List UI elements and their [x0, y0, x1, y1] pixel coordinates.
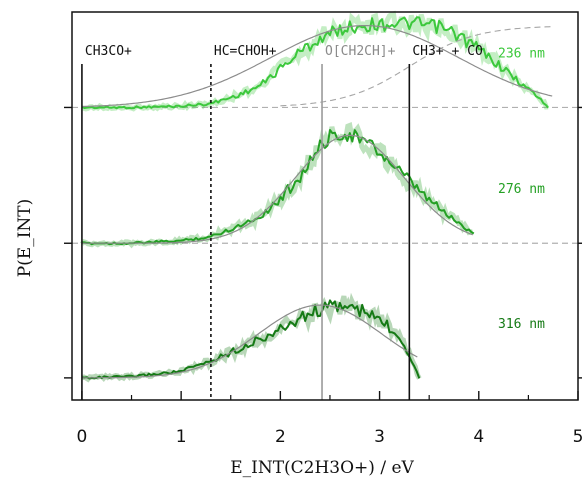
x-tick-label: 4 [473, 427, 484, 447]
annotation-label-2: O[CH2CH]+ [325, 44, 396, 59]
x-tick-label: 1 [176, 427, 187, 447]
series-line-236-nm [81, 16, 549, 110]
x-tick-label: 2 [275, 427, 286, 447]
plot-layer [72, 10, 578, 383]
x-tick-label: 0 [77, 427, 88, 447]
x-tick-label: 5 [573, 427, 582, 447]
fit-curve-316-nm [81, 304, 418, 379]
annotation-layer: CH3CO+ HC=CHOH+ O[CH2CH]+ CH3+ + CO [81, 44, 483, 400]
axis-layer: 236 nm 276 nm 316 nm 0 1 2 3 4 5 [64, 11, 582, 447]
plot-frame [71, 11, 579, 401]
series-label-2: 316 nm [498, 317, 545, 332]
fit-curve-276-nm [81, 134, 474, 244]
annotation-label-3: CH3+ + CO [412, 44, 483, 59]
annotation-label-1: HC=CHOH+ [214, 44, 277, 59]
series-label-0: 236 nm [498, 46, 545, 61]
series-envelope-236-nm [81, 10, 549, 112]
y-axis-title: P(E_INT) [15, 199, 35, 278]
series-line-316-nm [81, 299, 421, 380]
x-tick-label: 3 [374, 427, 385, 447]
series-line-276-nm [81, 129, 475, 246]
series-envelope-316-nm [81, 292, 422, 383]
x-axis-title: E_INT(C2H3O+) / eV [230, 458, 414, 478]
annotation-label-0: CH3CO+ [85, 44, 132, 59]
fit-dashed-rise [280, 26, 553, 107]
fit-curve-236-nm [81, 25, 553, 108]
series-label-1: 276 nm [498, 182, 545, 197]
